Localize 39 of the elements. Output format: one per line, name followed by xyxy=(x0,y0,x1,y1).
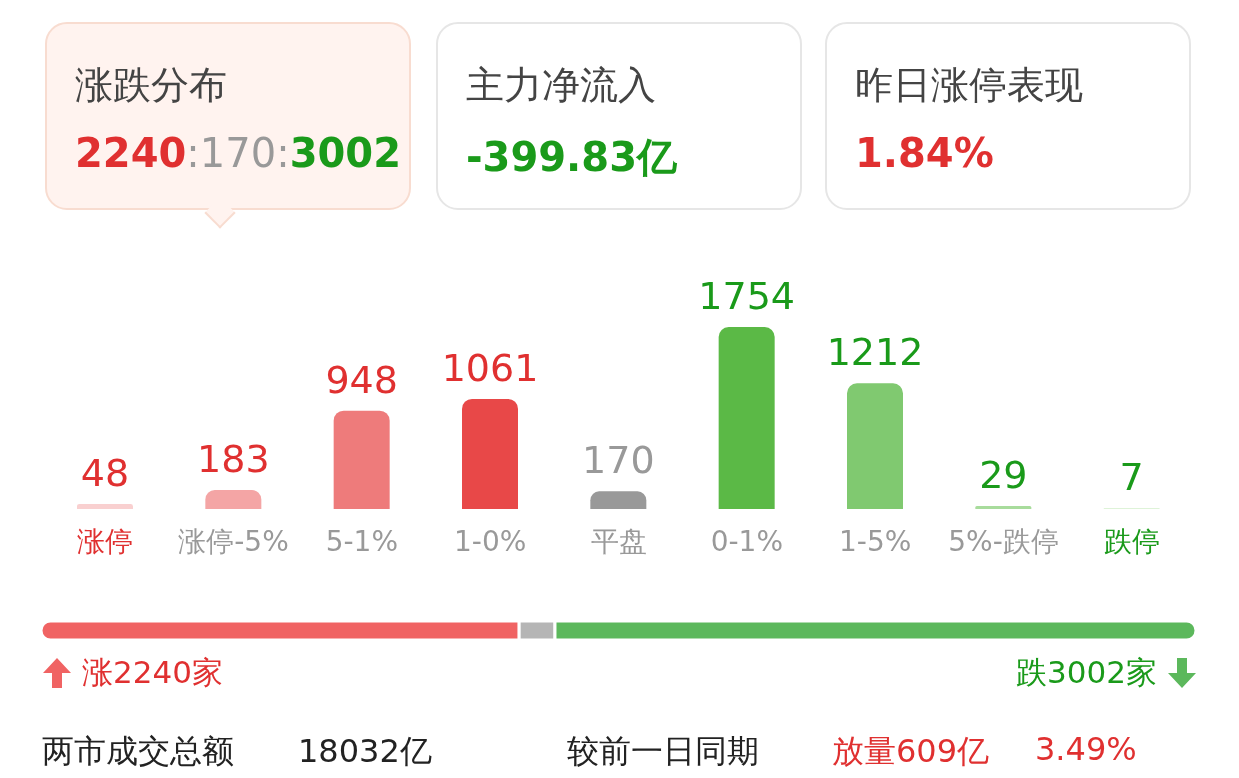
x-tick-label: 涨停 xyxy=(77,525,134,558)
text: 放量609亿 xyxy=(832,731,990,772)
x-tick-label: 跌停 xyxy=(1103,525,1160,558)
text: 两市成交总额 xyxy=(42,731,234,772)
x-tick-label: 1-0% xyxy=(453,525,527,558)
x-tick-label: 0-1% xyxy=(710,525,784,558)
text: -399.83亿 xyxy=(466,133,677,182)
data-label: 170 xyxy=(582,438,655,483)
x-tick-label: 1-5% xyxy=(838,525,912,558)
bar xyxy=(590,491,647,509)
bar xyxy=(205,490,262,509)
text: 跌3002家 xyxy=(1016,653,1157,692)
text: 3.49% xyxy=(1035,730,1137,768)
data-label: 183 xyxy=(197,437,270,482)
bar xyxy=(975,505,1032,509)
text: 较前一日同期 xyxy=(567,731,759,772)
data-label: 7 xyxy=(1119,455,1144,500)
data-label: 29 xyxy=(979,452,1028,497)
x-tick-label: 5-1% xyxy=(325,525,399,558)
x-tick-label: 涨停-5% xyxy=(178,525,289,558)
x-tick-label: 平盘 xyxy=(590,525,647,558)
bar xyxy=(847,383,903,509)
x-tick-label: 5%-跌停 xyxy=(948,525,1059,558)
data-label: 48 xyxy=(80,451,130,496)
bar xyxy=(718,327,775,509)
bar xyxy=(462,398,518,509)
data-label: 1754 xyxy=(698,274,796,318)
data-label: 1061 xyxy=(441,345,539,390)
text: 昨日涨停表现 xyxy=(855,62,1083,109)
text: 涨2240家 xyxy=(82,653,223,692)
text: 主力净流入 xyxy=(466,62,656,109)
bar xyxy=(77,504,133,509)
text: 18032亿 xyxy=(298,731,432,772)
bar xyxy=(333,410,390,509)
data-label: 948 xyxy=(325,357,398,402)
text: 1.84% xyxy=(855,130,994,176)
data-label: 1212 xyxy=(826,330,924,375)
text: 2240:170:3002 xyxy=(75,130,401,176)
text: 涨跌分布 xyxy=(75,62,227,109)
